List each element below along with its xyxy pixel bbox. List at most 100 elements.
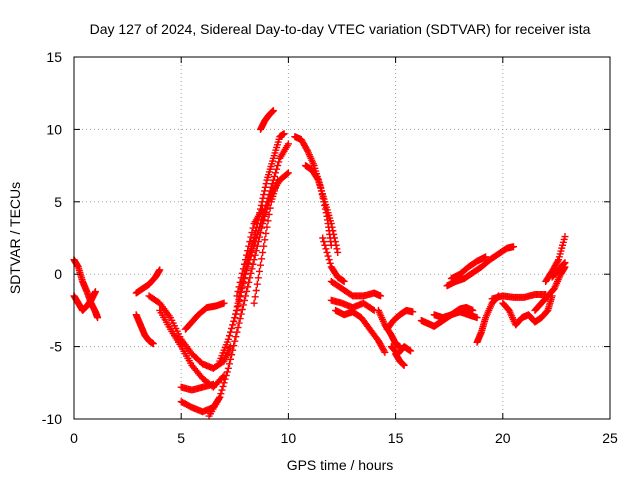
data-point xyxy=(319,234,327,242)
data-point xyxy=(284,140,292,148)
data-point xyxy=(260,242,268,250)
data-point xyxy=(231,337,239,345)
data-point xyxy=(232,310,240,318)
series-arc-13 xyxy=(233,205,267,300)
y-tick-label: 10 xyxy=(46,121,62,137)
data-point xyxy=(320,238,328,246)
data-point xyxy=(233,303,241,311)
series-arc-7 xyxy=(177,380,217,394)
data-point xyxy=(259,248,267,256)
data-point xyxy=(247,233,255,241)
data-point xyxy=(252,286,260,294)
data-point xyxy=(330,234,338,242)
data-point xyxy=(223,368,231,376)
data-point xyxy=(510,243,518,251)
data-point xyxy=(234,299,242,307)
data-point xyxy=(259,194,267,202)
data-point xyxy=(246,274,254,282)
data-point xyxy=(236,278,244,286)
data-point xyxy=(227,328,235,336)
data-point xyxy=(240,296,248,304)
data-point xyxy=(91,288,99,296)
series-arc-11 xyxy=(216,140,292,365)
data-point xyxy=(329,227,337,235)
data-point xyxy=(229,346,237,354)
data-point xyxy=(240,260,248,268)
data-point xyxy=(330,230,338,238)
data-point xyxy=(327,220,335,228)
data-point xyxy=(268,180,276,188)
data-point xyxy=(235,283,243,291)
data-point xyxy=(220,379,228,387)
x-tick-label: 0 xyxy=(70,430,78,446)
data-point xyxy=(209,380,217,388)
data-point xyxy=(220,299,228,307)
data-point xyxy=(230,342,238,350)
data-point xyxy=(331,238,339,246)
data-point xyxy=(262,180,270,188)
data-point xyxy=(248,265,256,273)
data-point xyxy=(221,375,229,383)
data-point xyxy=(561,259,569,267)
series-arc-4 xyxy=(132,311,157,348)
data-point xyxy=(250,299,258,307)
data-point xyxy=(328,223,336,231)
data-point xyxy=(377,292,385,300)
data-point xyxy=(257,261,265,269)
data-point xyxy=(227,355,235,363)
series-arc-29 xyxy=(447,253,490,283)
data-point xyxy=(258,255,266,263)
data-point xyxy=(229,321,237,329)
data-point xyxy=(244,247,252,255)
series-arc-15 xyxy=(257,107,277,133)
data-point xyxy=(326,259,334,267)
data-point xyxy=(222,372,230,380)
data-point xyxy=(245,242,253,250)
data-point xyxy=(269,107,277,115)
chart-title: Day 127 of 2024, Sidereal Day-to-day VTE… xyxy=(90,21,591,37)
data-point xyxy=(243,251,251,259)
data-point xyxy=(248,229,256,237)
data-point xyxy=(473,314,481,322)
data-point xyxy=(250,234,258,242)
data-point xyxy=(238,269,246,277)
data-point xyxy=(224,364,232,372)
data-point xyxy=(219,382,227,390)
data-point xyxy=(333,245,341,253)
data-point xyxy=(231,314,239,322)
data-point xyxy=(249,224,257,232)
data-point xyxy=(262,229,270,237)
data-point xyxy=(334,248,342,256)
series-arc-21 xyxy=(332,306,389,356)
data-point xyxy=(255,267,263,275)
data-point xyxy=(232,306,240,314)
data-point xyxy=(400,361,408,369)
data-point xyxy=(243,287,251,295)
data-point xyxy=(227,343,235,351)
data-point xyxy=(242,292,250,300)
data-point xyxy=(380,347,388,355)
data-point xyxy=(235,319,243,327)
data-point xyxy=(249,260,257,268)
data-point xyxy=(239,265,247,273)
data-point xyxy=(247,269,255,277)
data-point xyxy=(254,274,262,282)
data-point xyxy=(554,257,562,265)
data-point xyxy=(245,278,253,286)
y-tick-labels: -10 -5 0 5 10 15 xyxy=(42,49,62,427)
data-point xyxy=(482,253,490,261)
series-arc-27 xyxy=(430,308,481,322)
x-tick-label: 5 xyxy=(177,430,185,446)
data-point xyxy=(238,305,246,313)
data-points xyxy=(70,107,569,420)
data-point xyxy=(322,245,330,253)
series-arc-23 xyxy=(383,306,417,333)
data-point xyxy=(261,183,269,191)
data-point xyxy=(407,347,415,355)
data-point xyxy=(324,252,332,260)
data-point xyxy=(233,328,241,336)
data-point xyxy=(235,296,243,304)
data-point xyxy=(275,158,283,166)
series-arc-32 xyxy=(499,292,556,329)
data-point xyxy=(94,314,102,322)
